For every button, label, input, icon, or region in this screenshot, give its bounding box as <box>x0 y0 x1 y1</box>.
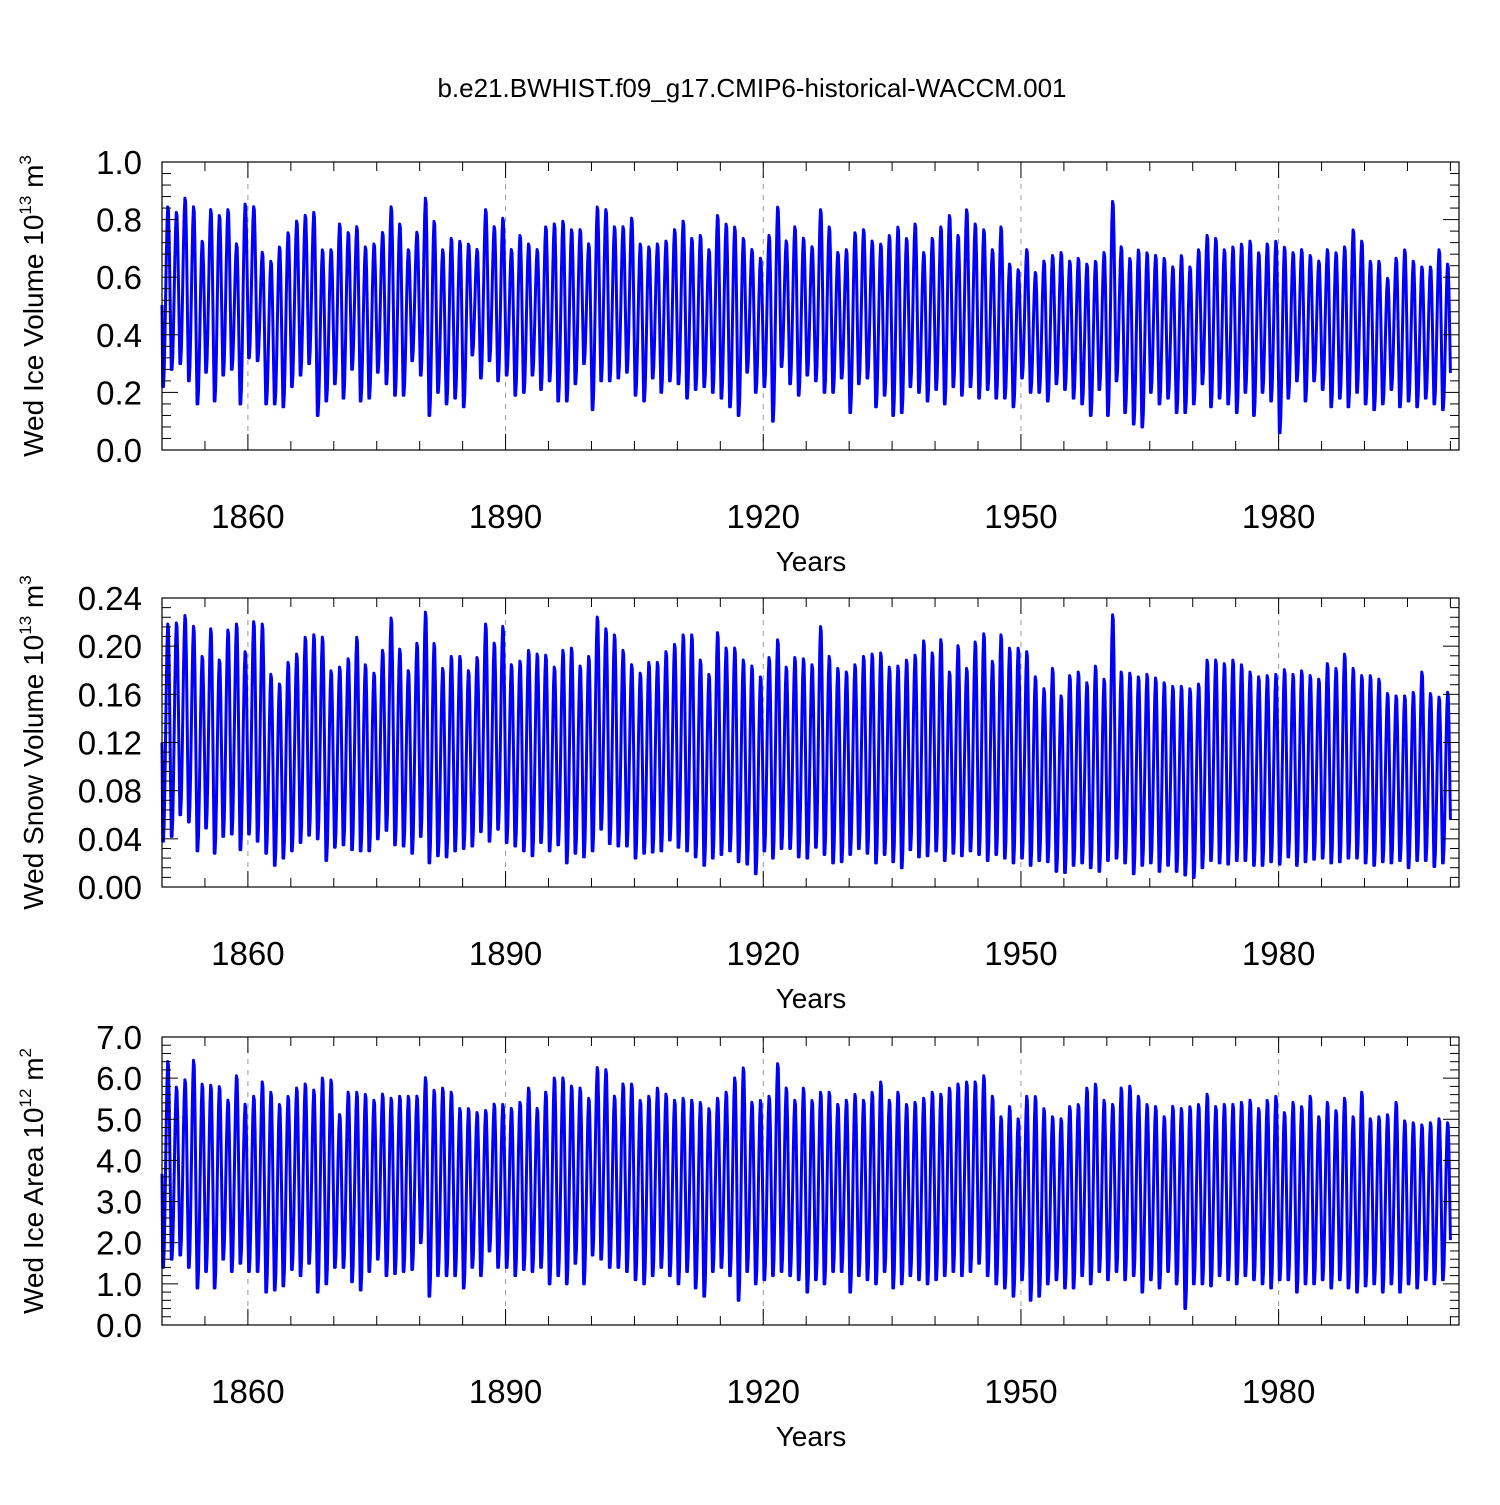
y-axis-label: Wed Snow Volume 1013 m3 <box>16 575 49 909</box>
y-tick-label: 0.4 <box>96 317 142 354</box>
y-tick-label: 2.0 <box>96 1225 142 1262</box>
y-tick-label: 0.0 <box>96 1307 142 1344</box>
y-tick-label: 0.24 <box>78 580 142 617</box>
y-axis-label: Wed Ice Volume 1013 m3 <box>16 155 49 457</box>
x-tick-label: 1950 <box>984 1373 1057 1410</box>
plot-frame <box>161 1036 1460 1326</box>
y-axis-label: Wed Ice Area 1012 m2 <box>16 1048 49 1314</box>
y-axis-label-unit-exponent: 3 <box>16 575 35 584</box>
y-tick-label: 0.08 <box>78 773 142 810</box>
panels: 1860 1890 1920 1950 1980 Years 0.0 0.2 0.4 0.6 0.8… <box>16 144 1460 1452</box>
series-line-ice-volume <box>160 196 1452 435</box>
y-axis-label-exponent: 13 <box>16 196 35 215</box>
y-tick-label: 0.6 <box>96 259 142 296</box>
figure-title: b.e21.BWHIST.f09_g17.CMIP6-historical-WA… <box>437 73 1066 103</box>
y-tick-label: 0.00 <box>78 869 142 906</box>
series-line-snow-volume <box>160 610 1452 879</box>
panel-ice-volume: 1860 1890 1920 1950 1980 Years 0.0 0.2 0.4 0.6 0.8… <box>16 144 1460 577</box>
y-tick-label: 0.16 <box>78 676 142 713</box>
x-tick-label: 1920 <box>727 935 800 972</box>
y-tick-label: 0.0 <box>96 432 142 469</box>
x-tick-label: 1890 <box>469 498 542 535</box>
y-tick-label: 3.0 <box>96 1184 142 1221</box>
x-tick-label: 1980 <box>1242 498 1315 535</box>
x-tick-label: 1920 <box>727 498 800 535</box>
x-tick-label: 1860 <box>211 935 284 972</box>
y-tick-label: 0.20 <box>78 628 142 665</box>
x-axis-label: Years <box>776 983 847 1014</box>
y-axis-label-unit: m <box>18 585 49 616</box>
y-tick-label: 0.12 <box>78 725 142 762</box>
y-axis-label-text: Wed Ice Volume 10 <box>18 215 49 457</box>
x-axis-label: Years <box>776 546 847 577</box>
panel-snow-volume: 1860 1890 1920 1950 1980 Years 0.00 0.04 0.08 0.1… <box>16 575 1460 1014</box>
y-axis-label-unit: m <box>18 1057 49 1088</box>
x-tick-label: 1920 <box>727 1373 800 1410</box>
y-axis-label-exponent: 13 <box>16 616 35 635</box>
y-axis-label-unit: m <box>18 165 49 196</box>
x-tick-label: 1890 <box>469 935 542 972</box>
panel-ice-area: 1860 1890 1920 1950 1980 Years 0.0 1.0 2.0 3.0 4.0… <box>16 1019 1460 1452</box>
y-axis-label-text: Wed Ice Area 10 <box>18 1108 49 1315</box>
y-axis-label-exponent: 12 <box>16 1089 35 1108</box>
y-axis-label-text: Wed Snow Volume 10 <box>18 635 49 910</box>
y-axis-label-unit-exponent: 2 <box>16 1048 35 1057</box>
x-tick-label: 1950 <box>984 498 1057 535</box>
x-axis-label: Years <box>776 1421 847 1452</box>
plot-frame <box>161 161 1460 451</box>
y-tick-label: 5.0 <box>96 1101 142 1138</box>
y-tick-label: 1.0 <box>96 1266 142 1303</box>
series-line-ice-area <box>160 1058 1452 1311</box>
x-tick-label: 1890 <box>469 1373 542 1410</box>
x-tick-label: 1980 <box>1242 935 1315 972</box>
y-tick-label: 4.0 <box>96 1142 142 1179</box>
y-tick-label: 0.2 <box>96 374 142 411</box>
x-tick-label: 1860 <box>211 1373 284 1410</box>
y-tick-label: 0.8 <box>96 202 142 239</box>
y-tick-label: 7.0 <box>96 1019 142 1056</box>
x-tick-label: 1980 <box>1242 1373 1315 1410</box>
y-tick-label: 1.0 <box>96 144 142 181</box>
x-tick-label: 1950 <box>984 935 1057 972</box>
y-tick-label: 6.0 <box>96 1060 142 1097</box>
y-axis-label-unit-exponent: 3 <box>16 155 35 164</box>
x-tick-label: 1860 <box>211 498 284 535</box>
y-tick-label: 0.04 <box>78 821 142 858</box>
